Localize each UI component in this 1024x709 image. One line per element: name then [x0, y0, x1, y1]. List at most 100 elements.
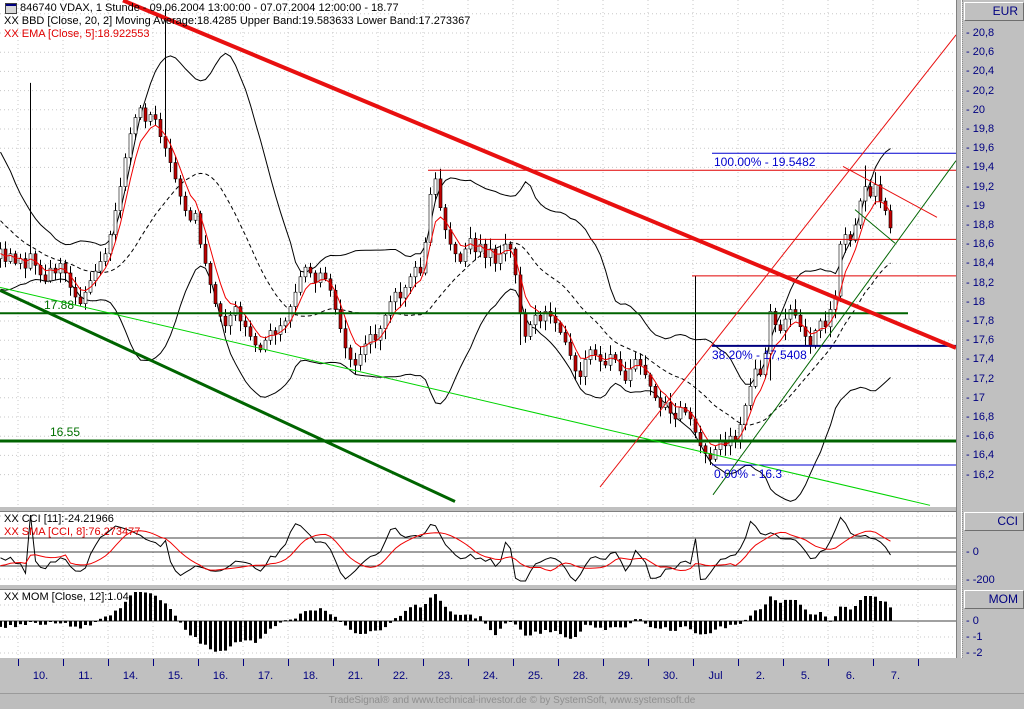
time-axis-label: 5. [800, 670, 811, 682]
time-tick [603, 659, 604, 666]
time-axis[interactable]: 10. 11. 14. 15. 16. 17. 18. 21. 22. 23. 24. 25. 28. 2… [0, 658, 1024, 693]
mom-tick-label: -2 [966, 647, 983, 659]
price-tick-label: 18,2 [966, 277, 994, 289]
fib-0-label: 0.00% - 16.3 [714, 467, 783, 481]
panel-separator[interactable] [0, 584, 1024, 590]
time-tick [243, 659, 244, 666]
bbd-indicator-label: XX BBD [Close, 20, 2] Moving Average:18.… [4, 15, 471, 27]
price-tick-label: 16,4 [966, 449, 994, 461]
price-tick-label: 18,4 [966, 257, 994, 269]
chart-title: 846740 VDAX, 1 Stunde - 09.06.2004 13:00… [20, 2, 399, 14]
trendline-light-green-downtrend [0, 286, 931, 506]
mom-tick-label: 0 [966, 615, 979, 627]
main-price-chart-panel[interactable] [0, 0, 956, 506]
time-axis-label: 7. [890, 670, 901, 682]
price-tick-label: 17,2 [966, 373, 994, 385]
trendline-green-uptrend [712, 160, 956, 496]
time-tick [468, 659, 469, 666]
time-axis-label: Jul [708, 670, 723, 682]
price-tick-label: 17 [966, 392, 985, 404]
price-tick-label: 19,4 [966, 161, 994, 173]
time-axis-label: 16. [212, 670, 229, 682]
time-tick [108, 659, 109, 666]
time-tick [198, 659, 199, 666]
time-tick [513, 659, 514, 666]
time-axis-label: 28. [572, 670, 589, 682]
cci-tick-label: 0 [966, 546, 979, 558]
time-tick [63, 659, 64, 666]
price-tick-label: 20,6 [966, 46, 994, 58]
price-tick-label: 16,8 [966, 411, 994, 423]
time-tick [918, 659, 919, 666]
trendline-steep-red-uptrend [599, 34, 956, 488]
price-tick-label: 18,6 [966, 238, 994, 250]
cci-indicator-label: XX CCI [11]:-24.21966 [4, 513, 114, 525]
cci-chart-canvas[interactable] [0, 512, 956, 584]
ema-indicator-label: XX EMA [Close, 5]:18.922553 [4, 28, 150, 40]
time-tick [423, 659, 424, 666]
cci-tick-label: -200 [966, 574, 995, 586]
price-tick-label: 18 [966, 296, 985, 308]
mom-tick-label: -1 [966, 631, 983, 643]
time-tick [378, 659, 379, 666]
time-tick [333, 659, 334, 666]
time-axis-label: 18. [302, 670, 319, 682]
time-axis-label: 22. [392, 670, 409, 682]
price-axis-header: EUR [964, 2, 1024, 21]
price-tick-label: 20 [966, 104, 985, 116]
trendline-short-green-downtrend [854, 209, 896, 244]
time-tick [558, 659, 559, 666]
trendline-thick-green-downtrend [0, 288, 456, 503]
time-axis-label: 30. [662, 670, 679, 682]
time-axis-label: 25. [527, 670, 544, 682]
support-1655-label: 16.55 [50, 425, 81, 439]
price-chart-canvas[interactable] [0, 0, 956, 506]
mom-axis-header: MOM [964, 590, 1024, 609]
time-tick [783, 659, 784, 666]
price-tick-label: 17,4 [966, 353, 994, 365]
fib-100-label: 100.00% - 19.5482 [714, 155, 816, 169]
time-tick [738, 659, 739, 666]
cci-indicator-panel[interactable] [0, 512, 956, 584]
axis-divider [956, 0, 962, 658]
time-axis-label: 23. [437, 670, 454, 682]
time-axis-label: 24. [482, 670, 499, 682]
price-tick-label: 19,8 [966, 123, 994, 135]
time-axis-label: 14. [122, 670, 139, 682]
time-tick [288, 659, 289, 666]
chart-window-icon[interactable] [5, 3, 17, 14]
fib-38-label: 38.20% - 17,5408 [712, 348, 807, 362]
cci-sma-indicator-label: XX SMA [CCI, 8]:76.273477 [4, 526, 141, 538]
time-axis-label: 11. [78, 670, 93, 682]
price-tick-label: 16,6 [966, 430, 994, 442]
time-axis-label: 15. [167, 670, 184, 682]
footer-credit: TradeSignal® and www.technical-investor.… [0, 693, 1024, 709]
time-tick [153, 659, 154, 666]
time-tick [828, 659, 829, 666]
price-tick-label: 19,6 [966, 142, 994, 154]
price-tick-label: 19,2 [966, 181, 994, 193]
momentum-indicator-panel[interactable] [0, 590, 956, 658]
time-tick [693, 659, 694, 666]
value-axis-column[interactable]: EUR CCI MOM 20,8 20,6 20,4 20,2 20 19,8 19,6 19… [962, 0, 1024, 659]
price-tick-label: 16,2 [966, 469, 994, 481]
cci-axis-header: CCI [964, 512, 1024, 531]
time-axis-label: 2. [755, 670, 766, 682]
time-axis-label: 6. [845, 670, 856, 682]
panel-separator[interactable] [0, 506, 1024, 512]
price-tick-label: 17,8 [966, 315, 994, 327]
time-tick [18, 659, 19, 666]
price-tick-label: 20,2 [966, 85, 994, 97]
price-tick-label: 19 [966, 200, 985, 212]
price-tick-label: 20,4 [966, 65, 994, 77]
time-tick [873, 659, 874, 666]
momentum-chart-canvas[interactable] [0, 590, 956, 658]
price-tick-label: 20,8 [966, 27, 994, 39]
time-axis-label: 10. [32, 670, 49, 682]
support-1788-label: 17.88 [44, 298, 75, 312]
price-tick-label: 17,6 [966, 334, 994, 346]
time-tick [648, 659, 649, 666]
trendline-major-downtrend [122, 0, 956, 350]
mom-indicator-label: XX MOM [Close, 12]:1.04 [4, 591, 129, 603]
